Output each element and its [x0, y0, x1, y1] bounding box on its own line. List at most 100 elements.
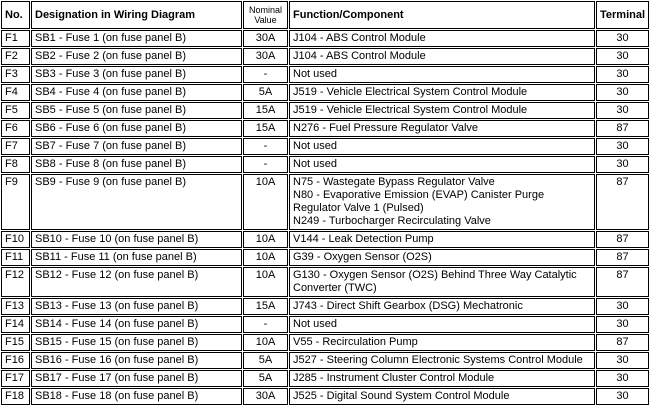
fuse-row: F8 SB8 - Fuse 8 (on fuse panel B) - Not use… [1, 156, 649, 173]
cell-designation: SB7 - Fuse 7 (on fuse panel B) [31, 138, 242, 155]
cell-nominal-value: 30A [243, 30, 288, 47]
cell-nominal-value: - [243, 66, 288, 83]
cell-nominal-value: 10A [243, 249, 288, 266]
cell-fuse-no: F16 [1, 352, 30, 369]
cell-fuse-no: F1 [1, 30, 30, 47]
cell-fuse-no: F10 [1, 231, 30, 248]
cell-fuse-no: F9 [1, 174, 30, 230]
cell-fuse-no: F14 [1, 316, 30, 333]
header-row: No. Designation in Wiring Diagram Nomina… [1, 1, 649, 29]
fuse-row: F10 SB10 - Fuse 10 (on fuse panel B) 10A V1… [1, 231, 649, 248]
cell-fuse-no: F7 [1, 138, 30, 155]
cell-nominal-value: 30A [243, 388, 288, 405]
cell-nominal-value: 10A [243, 174, 288, 230]
cell-function: Not used [289, 156, 595, 173]
cell-terminal: 30 [596, 48, 649, 65]
cell-nominal-value: 5A [243, 370, 288, 387]
fuse-row: F1 SB1 - Fuse 1 (on fuse panel B) 30A J104 … [1, 30, 649, 47]
cell-terminal: 30 [596, 298, 649, 315]
cell-terminal: 30 [596, 84, 649, 101]
cell-designation: SB6 - Fuse 6 (on fuse panel B) [31, 120, 242, 137]
cell-terminal: 87 [596, 231, 649, 248]
cell-nominal-value: 15A [243, 120, 288, 137]
header-no: No. [1, 1, 30, 29]
cell-fuse-no: F2 [1, 48, 30, 65]
fuse-row: F2 SB2 - Fuse 2 (on fuse panel B) 30A J104 … [1, 48, 649, 65]
cell-designation: SB18 - Fuse 18 (on fuse panel B) [31, 388, 242, 405]
cell-nominal-value: 5A [243, 352, 288, 369]
cell-function: J285 - Instrument Cluster Control Module [289, 370, 595, 387]
fuse-row: F7 SB7 - Fuse 7 (on fuse panel B) - Not use… [1, 138, 649, 155]
cell-nominal-value: 5A [243, 84, 288, 101]
cell-terminal: 30 [596, 156, 649, 173]
cell-nominal-value: 10A [243, 267, 288, 297]
cell-terminal: 30 [596, 316, 649, 333]
header-nominal-value: Nominal Value [243, 1, 288, 29]
cell-nominal-value: 10A [243, 231, 288, 248]
fuse-row: F15 SB15 - Fuse 15 (on fuse panel B) 10A V5… [1, 334, 649, 351]
fuse-row: F18 SB18 - Fuse 18 (on fuse panel B) 30A J5… [1, 388, 649, 405]
cell-function: Not used [289, 316, 595, 333]
cell-designation: SB1 - Fuse 1 (on fuse panel B) [31, 30, 242, 47]
fuse-row: F16 SB16 - Fuse 16 (on fuse panel B) 5A J52… [1, 352, 649, 369]
cell-terminal: 87 [596, 334, 649, 351]
cell-designation: SB11 - Fuse 11 (on fuse panel B) [31, 249, 242, 266]
cell-function: J519 - Vehicle Electrical System Control… [289, 84, 595, 101]
fuse-row: F3 SB3 - Fuse 3 (on fuse panel B) - Not use… [1, 66, 649, 83]
cell-designation: SB15 - Fuse 15 (on fuse panel B) [31, 334, 242, 351]
fuse-row: F4 SB4 - Fuse 4 (on fuse panel B) 5A J519 -… [1, 84, 649, 101]
cell-terminal: 30 [596, 138, 649, 155]
cell-function: Not used [289, 66, 595, 83]
cell-function: J743 - Direct Shift Gearbox (DSG) Mechat… [289, 298, 595, 315]
cell-function: N75 - Wastegate Bypass Regulator Valve N… [289, 174, 595, 230]
fuse-row: F17 SB17 - Fuse 17 (on fuse panel B) 5A J28… [1, 370, 649, 387]
cell-nominal-value: 10A [243, 334, 288, 351]
fuse-assignment-table: No. Designation in Wiring Diagram Nomina… [1, 1, 649, 405]
cell-nominal-value: 15A [243, 298, 288, 315]
cell-designation: SB10 - Fuse 10 (on fuse panel B) [31, 231, 242, 248]
cell-nominal-value: 15A [243, 102, 288, 119]
cell-function: Not used [289, 138, 595, 155]
cell-terminal: 30 [596, 370, 649, 387]
header-designation: Designation in Wiring Diagram [31, 1, 242, 29]
cell-designation: SB9 - Fuse 9 (on fuse panel B) [31, 174, 242, 230]
cell-designation: SB14 - Fuse 14 (on fuse panel B) [31, 316, 242, 333]
cell-terminal: 30 [596, 352, 649, 369]
cell-function: J104 - ABS Control Module [289, 30, 595, 47]
cell-terminal: 87 [596, 174, 649, 230]
cell-function: G130 - Oxygen Sensor (O2S) Behind Three … [289, 267, 595, 297]
cell-fuse-no: F3 [1, 66, 30, 83]
cell-nominal-value: - [243, 138, 288, 155]
cell-terminal: 30 [596, 30, 649, 47]
cell-function: J525 - Digital Sound System Control Modu… [289, 388, 595, 405]
header-function: Function/Component [289, 1, 595, 29]
fuse-row: F12 SB12 - Fuse 12 (on fuse panel B) 10A G1… [1, 267, 649, 297]
cell-designation: SB13 - Fuse 13 (on fuse panel B) [31, 298, 242, 315]
cell-fuse-no: F15 [1, 334, 30, 351]
cell-terminal: 30 [596, 66, 649, 83]
cell-nominal-value: - [243, 316, 288, 333]
cell-function: J104 - ABS Control Module [289, 48, 595, 65]
cell-function: N276 - Fuel Pressure Regulator Valve [289, 120, 595, 137]
fuse-row: F9 SB9 - Fuse 9 (on fuse panel B) 10A N75 -… [1, 174, 649, 230]
cell-nominal-value: 30A [243, 48, 288, 65]
fuse-rows: F1 SB1 - Fuse 1 (on fuse panel B) 30A J104 … [1, 30, 649, 405]
cell-function: J527 - Steering Column Electronic System… [289, 352, 595, 369]
cell-fuse-no: F6 [1, 120, 30, 137]
cell-fuse-no: F4 [1, 84, 30, 101]
cell-designation: SB17 - Fuse 17 (on fuse panel B) [31, 370, 242, 387]
cell-function: J519 - Vehicle Electrical System Control… [289, 102, 595, 119]
fuse-row: F14 SB14 - Fuse 14 (on fuse panel B) - Not … [1, 316, 649, 333]
cell-terminal: 87 [596, 249, 649, 266]
cell-fuse-no: F8 [1, 156, 30, 173]
cell-designation: SB5 - Fuse 5 (on fuse panel B) [31, 102, 242, 119]
cell-nominal-value: - [243, 156, 288, 173]
cell-designation: SB2 - Fuse 2 (on fuse panel B) [31, 48, 242, 65]
cell-fuse-no: F12 [1, 267, 30, 297]
cell-function: G39 - Oxygen Sensor (O2S) [289, 249, 595, 266]
cell-fuse-no: F18 [1, 388, 30, 405]
fuse-row: F13 SB13 - Fuse 13 (on fuse panel B) 15A J7… [1, 298, 649, 315]
fuse-row: F5 SB5 - Fuse 5 (on fuse panel B) 15A J519 … [1, 102, 649, 119]
header-terminal: Terminal [596, 1, 649, 29]
